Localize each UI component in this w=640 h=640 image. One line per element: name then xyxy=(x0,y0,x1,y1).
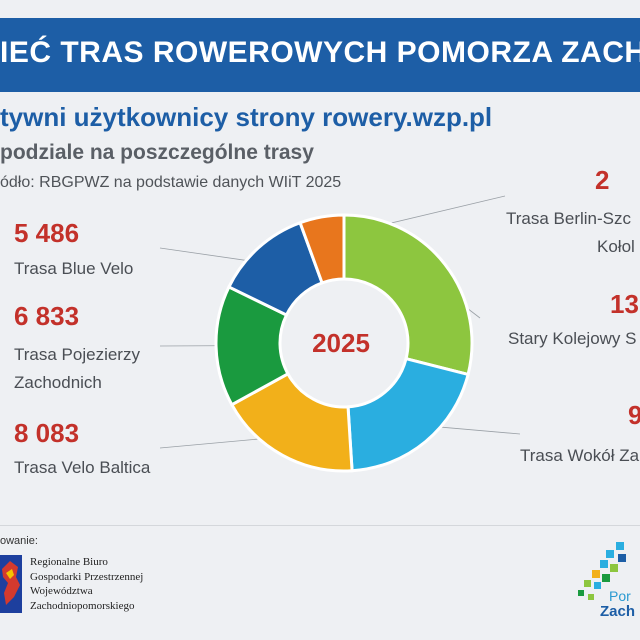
label-blue-velo: Trasa Blue Velo xyxy=(14,259,134,278)
value-wokol: 9 xyxy=(628,400,640,430)
org-line-3: Województwa xyxy=(30,585,93,597)
value-pojezierzy: 6 833 xyxy=(14,301,80,331)
chart-subtitle: tywni użytkownicy strony rowery.wzp.pl xyxy=(0,102,493,132)
region-logo-text-2: Zach xyxy=(600,603,636,620)
org-line-4: Zachodniopomorskiego xyxy=(30,599,135,612)
donut-slice-1 xyxy=(346,356,470,473)
label-pojezierzy-line1: Trasa Pojezierzy xyxy=(14,345,140,364)
page-title: IEĆ TRAS ROWEROWYCH POMORZA ZACHODNIEGO xyxy=(0,36,640,69)
region-logo-text-1: Por xyxy=(609,588,631,604)
region-pixel-logo xyxy=(578,542,626,600)
value-blue-velo: 5 486 xyxy=(14,218,80,248)
label-velo-baltica: Trasa Velo Baltica xyxy=(14,458,151,477)
org-line-2: Gospodarki Przestrzennej xyxy=(30,570,144,583)
label-pojezierzy-line2: Zachodnich xyxy=(14,373,102,392)
donut-slices xyxy=(214,213,474,473)
donut-slice-5 xyxy=(298,213,346,285)
organization-name: Regionalne Biuro Gospodarki Przestrzenne… xyxy=(30,555,143,613)
value-velo-baltica: 8 083 xyxy=(14,418,80,448)
value-berlin: 2 xyxy=(595,165,610,195)
label-berlin-line1: Trasa Berlin-Szc xyxy=(506,209,632,228)
crest-logo xyxy=(0,555,22,613)
chart-subtitle-secondary: podziale na poszczególne trasy xyxy=(0,141,314,164)
footer-label: owanie: xyxy=(0,535,38,547)
org-line-1: Regionalne Biuro xyxy=(30,556,108,568)
donut-slice-0 xyxy=(342,213,474,377)
value-kolejowy: 13 xyxy=(610,289,639,319)
footer-divider xyxy=(0,525,640,526)
title-banner: IEĆ TRAS ROWEROWYCH POMORZA ZACHODNIEGO xyxy=(0,18,640,92)
label-wokol: Trasa Wokół Za xyxy=(520,446,640,465)
source-note: ódło: RBGPWZ na podstawie danych WIiT 20… xyxy=(0,174,342,191)
donut-slice-2 xyxy=(229,371,354,473)
label-kolejowy: Stary Kolejowy S xyxy=(508,329,637,348)
label-berlin-line2: Kołol xyxy=(597,237,635,256)
donut-center-label: 2025 xyxy=(312,328,370,358)
